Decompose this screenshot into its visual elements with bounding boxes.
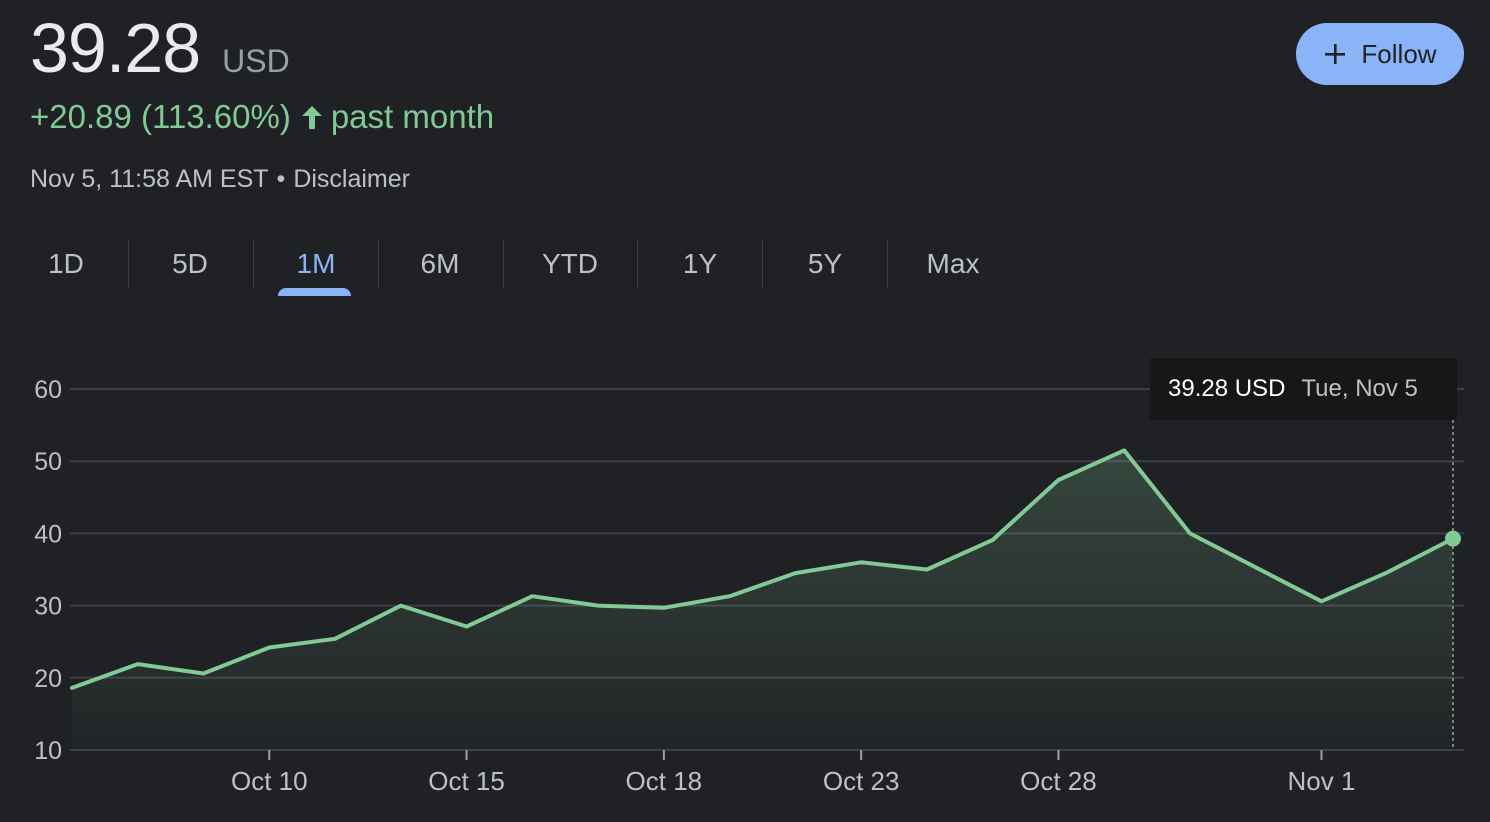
currency-label: USD — [222, 43, 290, 79]
chart-line — [70, 448, 1455, 690]
tab-divider — [128, 240, 129, 288]
data-point — [662, 606, 666, 610]
data-point — [1319, 599, 1323, 603]
y-tick-label: 20 — [34, 665, 62, 693]
tab-divider — [887, 240, 888, 288]
chart-area — [72, 450, 1453, 750]
price-line — [70, 448, 1455, 690]
change-period: past month — [330, 98, 495, 135]
data-point — [70, 686, 74, 690]
x-tick-label: Oct 15 — [428, 766, 505, 796]
data-point — [136, 662, 140, 666]
x-axis: Oct 10 Oct 15 Oct 18 Oct 23 Oct 28 Nov 1 — [231, 750, 1355, 796]
data-point — [1254, 565, 1258, 569]
quote-timestamp: Nov 5, 11:58 AM EST — [30, 165, 269, 193]
quote-meta: Nov 5, 11:58 AM EST • Disclaimer — [30, 165, 410, 194]
x-tick-label: Nov 1 — [1288, 766, 1356, 796]
y-tick-label: 30 — [34, 593, 62, 621]
data-point — [202, 671, 206, 675]
area-fill — [72, 450, 1453, 750]
tab-5y[interactable]: 5Y — [807, 248, 843, 279]
y-tick-label: 60 — [34, 376, 62, 404]
x-tick-label: Oct 23 — [823, 766, 900, 796]
tab-5d[interactable]: 5D — [172, 248, 208, 279]
tab-max[interactable]: Max — [926, 248, 980, 279]
data-point — [859, 560, 863, 564]
follow-button[interactable]: Follow — [1296, 23, 1464, 85]
data-point — [465, 625, 469, 629]
current-price: 39.28 — [30, 9, 201, 87]
arrow-up-icon — [299, 103, 325, 131]
data-point — [1385, 570, 1389, 574]
data-point — [1056, 478, 1060, 482]
data-point — [596, 604, 600, 608]
data-point — [728, 594, 732, 598]
data-point — [1188, 531, 1192, 535]
data-point — [793, 571, 797, 575]
tab-divider — [637, 240, 638, 288]
tooltip-value: 39.28 USD — [1168, 375, 1286, 402]
data-point — [991, 538, 995, 542]
y-tick-label: 40 — [34, 520, 62, 548]
y-tick-label: 10 — [34, 737, 62, 765]
tab-6m[interactable]: 6M — [420, 248, 460, 279]
tab-ytd[interactable]: YTD — [542, 248, 598, 279]
x-tick-label: Oct 18 — [626, 766, 703, 796]
highlight-point — [1445, 530, 1461, 547]
data-point — [530, 594, 534, 598]
meta-separator: • — [276, 165, 286, 193]
tab-divider — [762, 240, 763, 288]
data-point — [267, 645, 271, 649]
y-tick-label: 50 — [34, 448, 62, 476]
price-change: +20.89 (113.60%) past month — [30, 98, 494, 136]
x-tick-label: Oct 10 — [231, 766, 308, 796]
active-tab-indicator — [278, 288, 351, 296]
data-point — [1122, 448, 1126, 452]
tab-divider — [253, 240, 254, 288]
disclaimer-link[interactable]: Disclaimer — [293, 165, 410, 193]
data-point — [333, 637, 337, 641]
tab-1d[interactable]: 1D — [48, 248, 84, 279]
change-value: +20.89 (113.60%) — [30, 98, 291, 135]
x-tick-label: Oct 28 — [1020, 766, 1097, 796]
tab-divider — [503, 240, 504, 288]
follow-label: Follow — [1361, 38, 1437, 69]
tab-1m[interactable]: 1M — [296, 248, 336, 279]
hover-marker — [1445, 420, 1461, 750]
data-point — [925, 568, 929, 572]
chart-tooltip: 39.28 USD Tue, Nov 5 — [1150, 358, 1457, 420]
data-point — [399, 604, 403, 608]
plus-icon — [1323, 42, 1347, 66]
tab-1y[interactable]: 1Y — [682, 248, 718, 279]
tab-divider — [378, 240, 379, 288]
price-header: 39.28 USD — [30, 8, 290, 88]
tooltip-date: Tue, Nov 5 — [1301, 375, 1418, 402]
